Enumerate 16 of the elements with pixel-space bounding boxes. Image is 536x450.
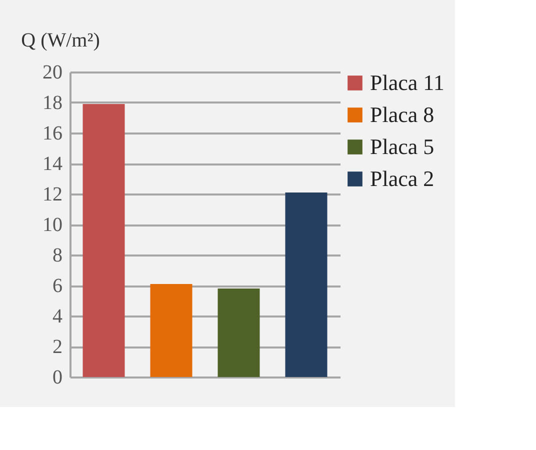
legend-label: Placa 5 <box>370 134 434 159</box>
legend-label: Placa 2 <box>370 166 434 191</box>
y-tick-label: 8 <box>52 244 62 266</box>
y-tick-label: 6 <box>52 275 62 297</box>
legend-label: Placa 11 <box>370 70 444 95</box>
y-tick-label: 2 <box>52 336 62 358</box>
y-axis-title: Q (W/m²) <box>21 30 100 52</box>
y-tick-label: 10 <box>42 214 62 236</box>
y-tick-label: 12 <box>42 184 62 206</box>
y-tick-label: 20 <box>42 62 62 84</box>
y-tick-label: 16 <box>42 122 62 144</box>
y-tick-label: 18 <box>42 92 62 114</box>
y-tick-label: 4 <box>52 306 62 328</box>
y-tick-label: 0 <box>52 366 62 388</box>
legend-label: Placa 8 <box>370 102 434 127</box>
y-tick-label: 14 <box>42 153 62 175</box>
